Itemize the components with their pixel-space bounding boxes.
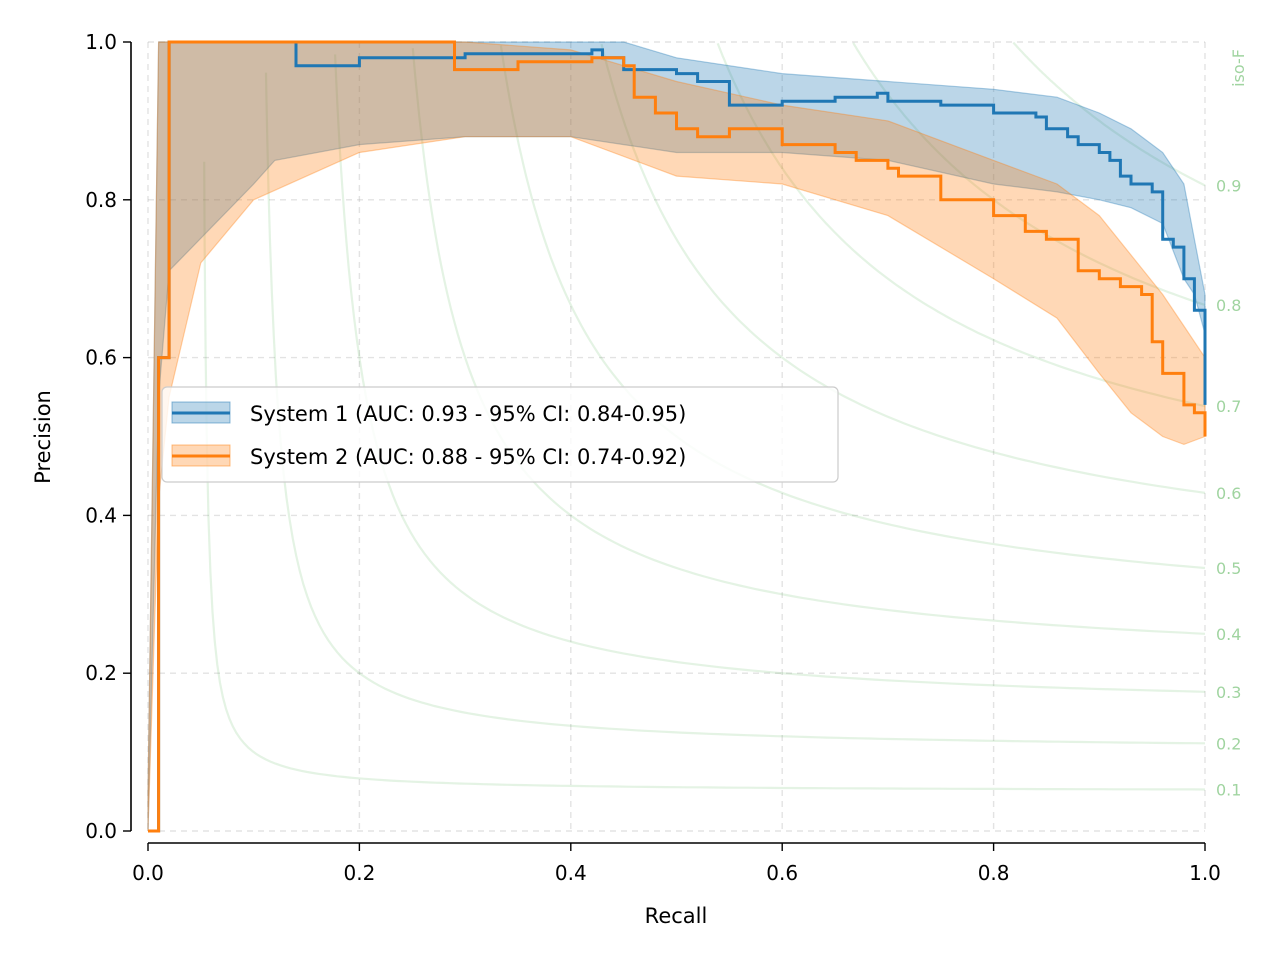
x-tick-label: 0.6 xyxy=(766,861,798,885)
legend-frame xyxy=(161,386,839,483)
series-line-system-1 xyxy=(148,40,1207,833)
iso-f-curve xyxy=(203,161,1206,791)
legend-label-system-1: System 1 (AUC: 0.93 - 95% CI: 0.84-0.95) xyxy=(250,402,686,426)
y-ticks: 0.0 0.2 0.4 0.6 0.8 1.0 xyxy=(85,30,131,843)
y-tick-label: 0.4 xyxy=(85,503,117,527)
iso-f-curve xyxy=(600,43,1206,494)
x-tick-label: 0.4 xyxy=(555,861,587,885)
iso-f-tick-label: 0.6 xyxy=(1216,484,1241,503)
x-tick-label: 0.2 xyxy=(343,861,375,885)
x-axis-label: Recall xyxy=(645,904,708,928)
iso-f-tick-label: 0.7 xyxy=(1216,397,1241,416)
legend: System 1 (AUC: 0.93 - 95% CI: 0.84-0.95)… xyxy=(161,386,839,483)
y-tick-label: 0.6 xyxy=(85,346,117,370)
iso-f-curve xyxy=(264,72,1206,745)
iso-f-tick-label: 0.2 xyxy=(1216,734,1241,753)
legend-label-system-2: System 2 (AUC: 0.88 - 95% CI: 0.74-0.92) xyxy=(250,445,686,469)
y-tick-label: 0.8 xyxy=(85,188,117,212)
iso-f-curve xyxy=(852,42,1206,307)
iso-f-curve xyxy=(411,48,1206,635)
y-tick-label: 1.0 xyxy=(85,30,117,54)
series-lines xyxy=(148,40,1207,833)
y-axis-label: Precision xyxy=(31,390,55,484)
x-tick-label: 1.0 xyxy=(1189,861,1221,885)
iso-f-tick-label: 0.8 xyxy=(1216,296,1241,315)
iso-f-tick-label: 0.1 xyxy=(1216,780,1241,799)
iso-f-title: iso-F xyxy=(1229,49,1248,87)
x-ticks: 0.0 0.2 0.4 0.6 0.8 1.0 xyxy=(132,843,1221,885)
iso-f-tick-label: 0.5 xyxy=(1216,559,1241,578)
x-tick-label: 0.8 xyxy=(978,861,1010,885)
axes xyxy=(130,42,1205,844)
y-tick-label: 0.2 xyxy=(85,661,117,685)
iso-f-curves xyxy=(203,41,1206,791)
iso-f-tick-label: 0.3 xyxy=(1216,683,1241,702)
iso-f-tick-label: 0.9 xyxy=(1216,176,1241,195)
iso-f-tick-label: 0.4 xyxy=(1216,625,1241,644)
series-line-system-2 xyxy=(148,40,1207,833)
iso-f-curve xyxy=(1012,41,1206,187)
y-tick-label: 0.0 xyxy=(85,819,117,843)
x-tick-label: 0.0 xyxy=(132,861,164,885)
iso-f-tick-labels: 0.1 0.2 0.3 0.4 0.5 0.6 0.7 0.8 0.9 xyxy=(1216,176,1241,799)
